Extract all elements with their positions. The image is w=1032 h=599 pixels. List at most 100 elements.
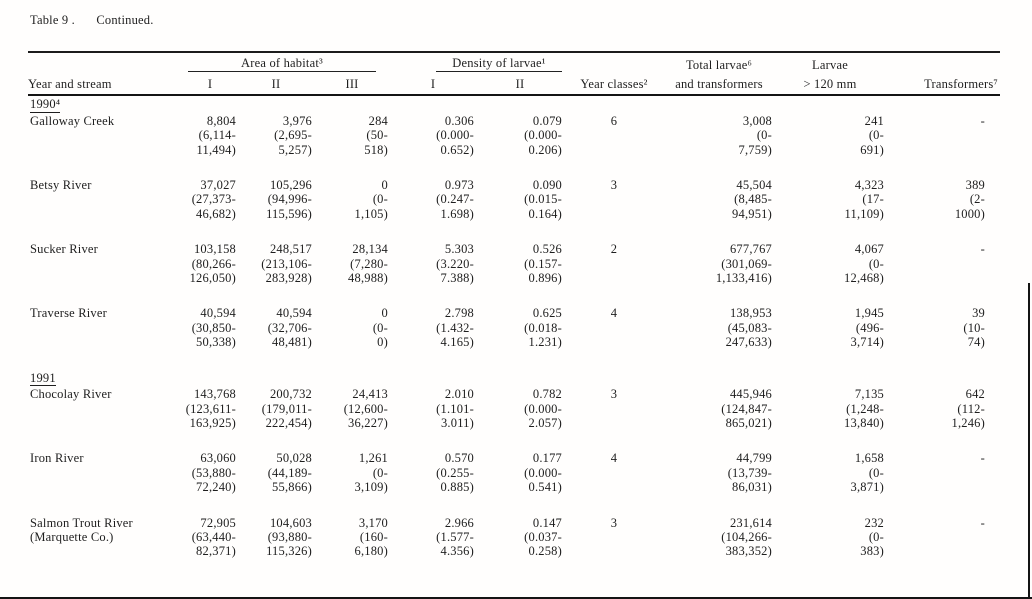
cell-line: 4.165) xyxy=(440,335,474,350)
cell-line: 0.896) xyxy=(528,271,562,286)
cell-line: 7,135 xyxy=(854,387,884,402)
cell-line: (0.157- xyxy=(524,256,562,271)
cell-line: Galloway Creek xyxy=(30,113,115,128)
table-row: Traverse River 40,594 (30,850- 50,338) 40,59… xyxy=(28,306,1000,349)
value-cell: 677,767 (301,069- 1,133,416) xyxy=(664,242,774,285)
value-cell: 3,170 (160- 6,180) xyxy=(314,516,390,559)
table-row: Iron River 63,060 (53,880- 72,240) 50,028 (44… xyxy=(28,451,1000,494)
value-cell: 4,323 (17- 11,109) xyxy=(774,178,886,221)
cell-line: 677,767 xyxy=(729,242,772,257)
value-cell: 3,976 (2,695- 5,257) xyxy=(238,114,314,157)
value-cell: 1,658 (0- 3,871) xyxy=(774,451,886,494)
header-year-classes: Year classes² xyxy=(580,77,648,91)
value-cell: 3 xyxy=(564,516,664,559)
cell-line: 232 xyxy=(864,515,884,530)
stream-name-cell: Salmon Trout River (Marquette Co.) xyxy=(28,516,182,559)
scan-bottom-edge-line xyxy=(0,597,1032,599)
cell-line: Traverse River xyxy=(30,306,107,321)
cell-line: 383) xyxy=(860,544,884,559)
cell-line: 248,517 xyxy=(269,242,312,257)
value-cell: 138,953 (45,083- 247,633) xyxy=(664,306,774,349)
header-total-larvae-line1: Total larvae⁶ xyxy=(685,58,753,72)
table-body: 1990⁴ Galloway Creek 8,804 (6,114- 11,494) 3,… xyxy=(28,96,1000,558)
cell-line: (123,611- xyxy=(185,401,236,416)
value-cell: 445,946 (124,847- 865,021) xyxy=(664,387,774,430)
cell-line: 2.798 xyxy=(444,306,474,321)
cell-line: 0.625 xyxy=(532,306,562,321)
cell-line: 0.652) xyxy=(440,142,474,157)
cell-line: 241 xyxy=(864,113,884,128)
cell-line: 0.177 xyxy=(532,451,562,466)
value-cell: 7,135 (1,248- 13,840) xyxy=(774,387,886,430)
table-row: Betsy River 37,027 (27,373- 46,682) 105,296(… xyxy=(28,178,1000,221)
cell-line: Chocolay River xyxy=(30,387,112,402)
header-total-larvae-line2: and transformers xyxy=(675,77,763,91)
cell-line: 115,326) xyxy=(266,544,312,559)
cell-line: 4.356) xyxy=(440,544,474,559)
value-cell: 2.798 (1.432- 4.165) xyxy=(390,306,476,349)
value-cell: 3 xyxy=(564,387,664,430)
value-cell: 28,134 (7,280- 48,988) xyxy=(314,242,390,285)
cell-line: 0.782 xyxy=(532,387,562,402)
header-density-of-larvae: Density of larvae¹ xyxy=(436,56,562,73)
table-row: Galloway Creek 8,804 (6,114- 11,494) 3,976 (2… xyxy=(28,114,1000,157)
cell-line: 6 xyxy=(610,113,618,128)
stream-name-cell: Betsy River xyxy=(28,178,182,221)
cell-line: 104,603 xyxy=(269,515,312,530)
value-cell: 241 (0- 691) xyxy=(774,114,886,157)
header-density-ii: II xyxy=(515,77,525,91)
cell-line: (0.000- xyxy=(524,128,562,143)
cell-line: 74) xyxy=(967,335,985,350)
cell-line: 39 xyxy=(972,306,985,321)
table-row: Salmon Trout River (Marquette Co.) 72,905(… xyxy=(28,516,1000,559)
cell-line: 3,976 xyxy=(282,113,312,128)
table-title-continued: Continued. xyxy=(96,13,154,27)
cell-line: 200,732 xyxy=(269,387,312,402)
header-year-and-stream: Year and stream xyxy=(28,77,112,91)
value-cell: 6 xyxy=(564,114,664,157)
value-cell: 0.782 (0.000- 2.057) xyxy=(476,387,564,430)
value-cell: 39 (10- 74) xyxy=(886,306,1000,349)
cell-line: (Marquette Co.) xyxy=(30,529,114,544)
value-cell: 0.973 (0.247- 1.698) xyxy=(390,178,476,221)
header-larvae-line1: Larvae xyxy=(812,58,848,72)
value-cell: 0 (0- 0) xyxy=(314,306,390,349)
cell-line: 691) xyxy=(860,142,884,157)
value-cell: 104,603 (93,880- 115,326) xyxy=(238,516,314,559)
cell-line: 48,988) xyxy=(348,271,388,286)
cell-line: (63,440- xyxy=(191,529,236,544)
cell-line: 1,261 xyxy=(358,451,388,466)
value-cell: 0.090 (0.015- 0.164) xyxy=(476,178,564,221)
cell-line: 12,468) xyxy=(844,271,884,286)
cell-line: (0.000- xyxy=(524,465,562,480)
cell-line: (0.000- xyxy=(524,401,562,416)
cell-line: 1.698) xyxy=(440,206,474,221)
stream-name-cell: Chocolay River xyxy=(28,387,182,430)
cell-line: 50,028 xyxy=(276,451,312,466)
cell-line: 3 xyxy=(610,178,618,193)
cell-line: (1.577- xyxy=(436,529,474,544)
value-cell: 232 (0- 383) xyxy=(774,516,886,559)
cell-line: (27,373- xyxy=(191,192,236,207)
cell-line: 46,682) xyxy=(196,206,236,221)
cell-line: (80,266- xyxy=(191,256,236,271)
cell-line: 115,596) xyxy=(266,206,312,221)
cell-line: (0- xyxy=(868,256,884,271)
value-cell: 2.966 (1.577- 4.356) xyxy=(390,516,476,559)
cell-line: (3.220- xyxy=(436,256,474,271)
cell-line: 163,925) xyxy=(189,415,236,430)
cell-line: 0 xyxy=(381,178,388,193)
value-cell: 1,261 (0- 3,109) xyxy=(314,451,390,494)
cell-line: 37,027 xyxy=(200,178,236,193)
cell-line: (45,083- xyxy=(727,320,772,335)
cell-line: 3,109) xyxy=(354,480,388,495)
value-cell: 63,060 (53,880- 72,240) xyxy=(182,451,238,494)
cell-line: 72,905 xyxy=(200,515,236,530)
header-sub-row: Year and stream I II III I II Year class… xyxy=(28,72,1000,91)
value-cell: 44,799 (13,739- 86,031) xyxy=(664,451,774,494)
value-cell: 0.306 (0.000- 0.652) xyxy=(390,114,476,157)
cell-line: (17- xyxy=(862,192,884,207)
value-cell: - xyxy=(886,114,1000,157)
value-cell: 0 (0- 1,105) xyxy=(314,178,390,221)
